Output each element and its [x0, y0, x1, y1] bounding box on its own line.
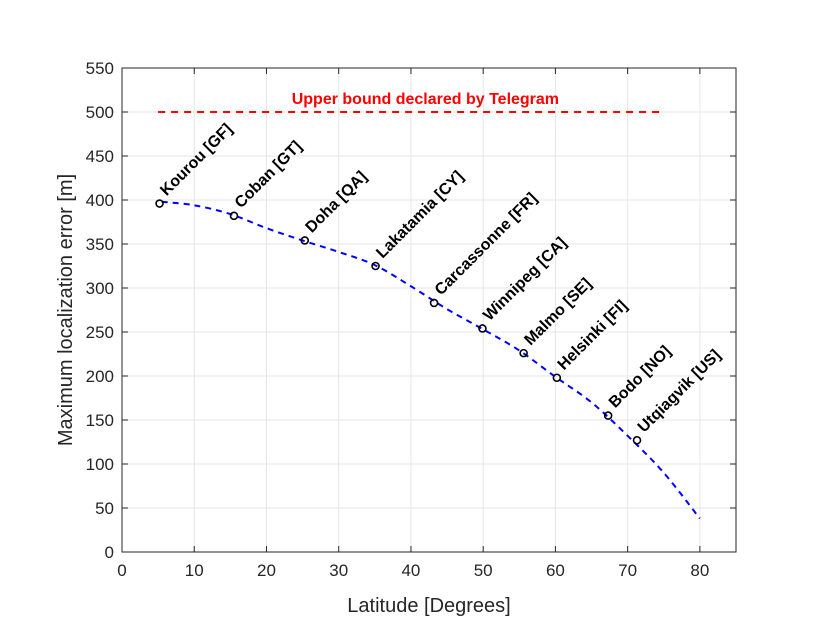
- x-tick-label: 40: [401, 561, 420, 580]
- y-tick-label: 550: [86, 59, 114, 78]
- y-tick-label: 0: [105, 543, 114, 562]
- data-point: [552, 373, 562, 383]
- y-axis-label: Maximum localization error [m]: [55, 174, 77, 446]
- x-tick-label: 50: [474, 561, 493, 580]
- data-point: [371, 261, 380, 271]
- data-point: [632, 435, 642, 445]
- data-point: [429, 298, 439, 308]
- data-point: [519, 348, 528, 358]
- y-tick-label: 450: [86, 147, 114, 166]
- y-tick-label: 150: [86, 411, 114, 430]
- point-label: Lakatamia [CY]: [373, 168, 467, 262]
- x-tick-label: 20: [257, 561, 276, 580]
- data-point: [229, 211, 239, 221]
- y-tick-label: 400: [86, 191, 114, 210]
- point-label: Coban [GT]: [232, 138, 306, 212]
- fit-curve-line: [161, 200, 701, 520]
- point-label: Kourou [GF]: [157, 121, 236, 200]
- data-points: Kourou [GF]Coban [GT]Doha [QA] Lakatamia …: [155, 121, 724, 445]
- x-tick-label: 70: [618, 561, 637, 580]
- y-tick-label: 350: [86, 235, 114, 254]
- x-tick-label: 30: [329, 561, 348, 580]
- y-tick-label: 200: [86, 367, 114, 386]
- data-point: [603, 411, 613, 420]
- data-point: [155, 199, 164, 208]
- y-tick-label: 250: [86, 323, 114, 342]
- axes-box: [121, 67, 737, 553]
- upper-bound: Upper bound declared by Telegram: [158, 91, 664, 113]
- y-tick-label: 300: [86, 279, 114, 298]
- x-tick-label: 0: [117, 561, 126, 580]
- x-tick-label: 80: [690, 561, 709, 580]
- data-point: [300, 236, 310, 245]
- x-tick-label: 60: [546, 561, 565, 580]
- x-axis-label: Latitude [Degrees]: [347, 595, 510, 617]
- y-tick-label: 100: [86, 455, 114, 474]
- ticks: 0 10 20 30 40 50 60 70 80 0 50 100 150 200 250 300 350 40…: [86, 59, 736, 580]
- fit-curve: [161, 200, 701, 520]
- x-tick-label: 10: [185, 561, 204, 580]
- axes: [121, 67, 737, 553]
- point-label: Doha [QA]: [303, 168, 371, 236]
- data-point: [478, 324, 487, 333]
- upper-bound-label: Upper bound declared by Telegram: [292, 91, 559, 108]
- y-tick-label: 500: [86, 103, 114, 122]
- grid: [121, 67, 736, 553]
- y-tick-label: 50: [95, 499, 114, 518]
